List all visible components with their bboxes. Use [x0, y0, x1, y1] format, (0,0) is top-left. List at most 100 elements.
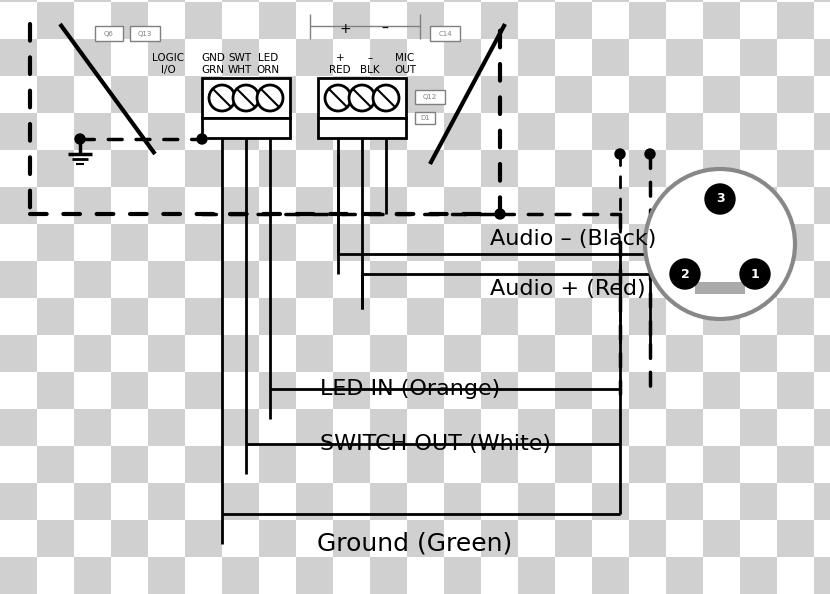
- Bar: [185, 483, 222, 520]
- Bar: [259, 0, 296, 2]
- Bar: [555, 2, 592, 39]
- Bar: [333, 557, 370, 594]
- Text: –
BLK: – BLK: [360, 53, 380, 75]
- Bar: [370, 446, 407, 483]
- Bar: [555, 113, 592, 150]
- Bar: [407, 335, 444, 372]
- Bar: [629, 446, 666, 483]
- Bar: [518, 372, 555, 409]
- Bar: [111, 187, 148, 224]
- Bar: [592, 372, 629, 409]
- Bar: [259, 261, 296, 298]
- Bar: [629, 409, 666, 446]
- Bar: [777, 372, 814, 409]
- Bar: [333, 224, 370, 261]
- Bar: [259, 335, 296, 372]
- Bar: [703, 261, 740, 298]
- Bar: [37, 520, 74, 557]
- Bar: [370, 261, 407, 298]
- Bar: [555, 483, 592, 520]
- Bar: [222, 113, 259, 150]
- Bar: [222, 520, 259, 557]
- Text: 1: 1: [750, 267, 759, 280]
- Circle shape: [209, 85, 235, 111]
- Bar: [185, 39, 222, 76]
- Bar: [444, 261, 481, 298]
- Bar: [148, 0, 185, 2]
- Bar: [703, 2, 740, 39]
- Bar: [518, 113, 555, 150]
- Bar: [666, 2, 703, 39]
- Text: SWT
WHT: SWT WHT: [228, 53, 252, 75]
- Bar: [202, 118, 290, 138]
- Bar: [148, 224, 185, 261]
- Bar: [518, 0, 555, 2]
- Bar: [185, 298, 222, 335]
- Bar: [518, 557, 555, 594]
- Bar: [740, 483, 777, 520]
- Bar: [0, 446, 37, 483]
- Bar: [407, 2, 444, 39]
- Bar: [666, 483, 703, 520]
- Circle shape: [705, 184, 735, 214]
- Bar: [740, 557, 777, 594]
- Bar: [370, 483, 407, 520]
- FancyBboxPatch shape: [415, 90, 445, 104]
- Bar: [444, 372, 481, 409]
- Text: C14: C14: [438, 31, 452, 37]
- Bar: [592, 76, 629, 113]
- Bar: [185, 2, 222, 39]
- Bar: [333, 520, 370, 557]
- Bar: [74, 0, 111, 2]
- Bar: [148, 446, 185, 483]
- Text: GND
GRN: GND GRN: [201, 53, 225, 75]
- Bar: [148, 298, 185, 335]
- Bar: [222, 224, 259, 261]
- Bar: [296, 187, 333, 224]
- Bar: [74, 187, 111, 224]
- Bar: [481, 39, 518, 76]
- Bar: [777, 0, 814, 2]
- Bar: [592, 557, 629, 594]
- Bar: [481, 557, 518, 594]
- Bar: [444, 483, 481, 520]
- Bar: [555, 187, 592, 224]
- Bar: [185, 0, 222, 2]
- Bar: [481, 113, 518, 150]
- Bar: [518, 39, 555, 76]
- Bar: [259, 446, 296, 483]
- Bar: [666, 187, 703, 224]
- Bar: [814, 483, 830, 520]
- Bar: [407, 39, 444, 76]
- Bar: [555, 335, 592, 372]
- Bar: [592, 261, 629, 298]
- Bar: [555, 446, 592, 483]
- Bar: [592, 187, 629, 224]
- Text: LED IN (Orange): LED IN (Orange): [320, 379, 500, 399]
- Bar: [296, 224, 333, 261]
- Bar: [407, 520, 444, 557]
- Bar: [703, 187, 740, 224]
- Text: 2: 2: [681, 267, 690, 280]
- Bar: [407, 187, 444, 224]
- Text: LED
ORN: LED ORN: [256, 53, 280, 75]
- Circle shape: [645, 169, 795, 319]
- Bar: [111, 2, 148, 39]
- Bar: [222, 187, 259, 224]
- Bar: [333, 187, 370, 224]
- Bar: [74, 39, 111, 76]
- Text: +
RED: + RED: [330, 53, 351, 75]
- Bar: [0, 39, 37, 76]
- Bar: [370, 335, 407, 372]
- Bar: [37, 409, 74, 446]
- Bar: [481, 224, 518, 261]
- Text: LOGIC
I/O: LOGIC I/O: [152, 53, 184, 75]
- Bar: [222, 0, 259, 2]
- Bar: [740, 261, 777, 298]
- Bar: [629, 187, 666, 224]
- Bar: [37, 372, 74, 409]
- Bar: [259, 113, 296, 150]
- Circle shape: [197, 134, 207, 144]
- Bar: [296, 298, 333, 335]
- Bar: [0, 335, 37, 372]
